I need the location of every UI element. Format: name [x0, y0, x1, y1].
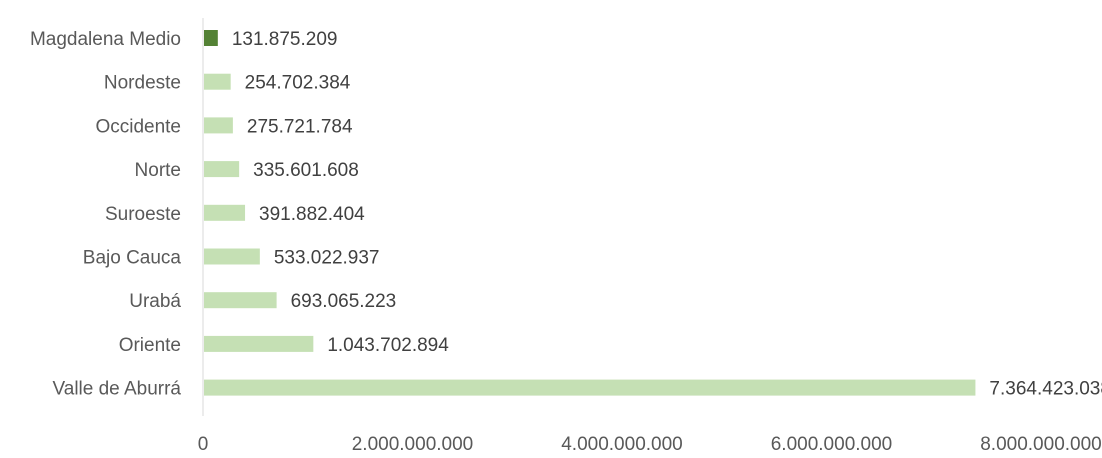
category-label: Suroeste: [105, 204, 181, 225]
category-label: Oriente: [119, 335, 181, 356]
data-label: 533.022.937: [274, 248, 380, 269]
bar: [204, 204, 246, 221]
bar: [204, 161, 240, 178]
category-label: Occidente: [95, 116, 181, 137]
data-label: 275.721.784: [247, 116, 353, 137]
category-label: Urabá: [129, 291, 181, 312]
bar: [204, 292, 277, 309]
bar: [204, 117, 233, 134]
x-tick-label: 8.000.000.000: [980, 434, 1102, 455]
data-label: 391.882.404: [259, 204, 365, 225]
data-label: 7.364.423.038: [989, 379, 1102, 400]
category-label: Valle de Aburrá: [52, 379, 181, 400]
data-label: 131.875.209: [232, 29, 338, 50]
category-label: Magdalena Medio: [30, 29, 181, 50]
data-label: 1.043.702.894: [327, 335, 449, 356]
category-label: Nordeste: [104, 73, 181, 94]
data-label: 335.601.608: [253, 160, 359, 181]
x-tick-label: 2.000.000.000: [352, 434, 474, 455]
bar: [204, 335, 314, 352]
bars-layer: [204, 30, 976, 396]
data-label: 254.702.384: [245, 73, 351, 94]
bar: [204, 30, 218, 46]
bar: [204, 73, 231, 90]
data-label: 693.065.223: [291, 291, 397, 312]
bar: [204, 379, 976, 396]
category-label: Bajo Cauca: [83, 248, 182, 269]
category-label: Norte: [135, 160, 181, 181]
x-axis-tick-labels: 0 2.000.000.000 4.000.000.000 6.000.000.000…: [198, 434, 1102, 455]
bar: [204, 248, 260, 265]
x-tick-label: 0: [198, 434, 209, 455]
value-labels: 131.875.209 254.702.384 275.721.784 335.601…: [232, 29, 1102, 400]
category-labels: Magdalena Medio Nordeste Occidente Norte Sur…: [30, 29, 181, 400]
x-tick-label: 6.000.000.000: [771, 434, 893, 455]
x-tick-label: 4.000.000.000: [561, 434, 683, 455]
